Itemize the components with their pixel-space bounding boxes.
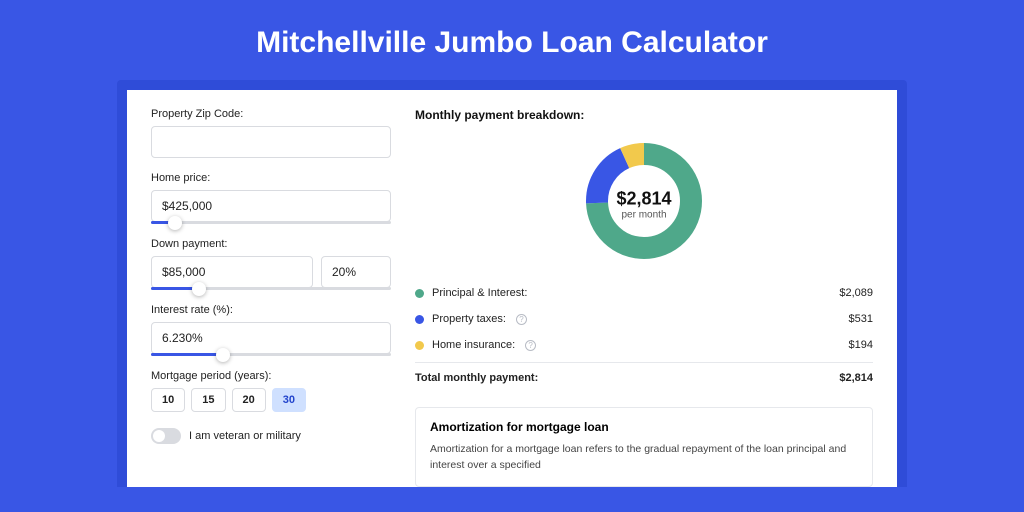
- zip-label: Property Zip Code:: [151, 108, 391, 120]
- total-row: Total monthly payment: $2,814: [415, 362, 873, 391]
- donut-center: $2,814 per month: [616, 188, 671, 220]
- amortization-title: Amortization for mortgage loan: [430, 420, 858, 434]
- interest-slider-fill: [151, 353, 223, 356]
- home-price-input[interactable]: [151, 190, 391, 222]
- veteran-toggle-row: I am veteran or military: [151, 428, 391, 444]
- page-title: Mitchellville Jumbo Loan Calculator: [0, 0, 1024, 80]
- total-label: Total monthly payment:: [415, 372, 538, 384]
- form-column: Property Zip Code: Home price: Down paym…: [151, 108, 391, 487]
- down-payment-slider-thumb[interactable]: [192, 282, 206, 296]
- legend-dot: [415, 315, 424, 324]
- amortization-card: Amortization for mortgage loan Amortizat…: [415, 407, 873, 487]
- donut-sub: per month: [616, 209, 671, 220]
- info-icon[interactable]: ?: [525, 340, 536, 351]
- breakdown-row: Property taxes:? $531: [415, 306, 873, 332]
- amortization-text: Amortization for a mortgage loan refers …: [430, 442, 858, 474]
- breakdown-rows: Principal & Interest: $2,089 Property taxe…: [415, 280, 873, 358]
- breakdown-row: Home insurance:? $194: [415, 332, 873, 358]
- breakdown-value: $194: [849, 339, 873, 351]
- home-price-slider-thumb[interactable]: [168, 216, 182, 230]
- home-price-field-group: Home price:: [151, 172, 391, 224]
- home-price-slider[interactable]: [151, 221, 391, 224]
- period-button-group: 1015 2030: [151, 388, 391, 412]
- period-field-group: Mortgage period (years): 1015 2030: [151, 370, 391, 412]
- total-value: $2,814: [839, 372, 873, 384]
- calculator-card: Property Zip Code: Home price: Down paym…: [127, 90, 897, 487]
- interest-field-group: Interest rate (%):: [151, 304, 391, 356]
- legend-dot: [415, 289, 424, 298]
- breakdown-column: Monthly payment breakdown: $2,814 per mo…: [415, 108, 873, 487]
- period-btn-20[interactable]: 20: [232, 388, 266, 412]
- breakdown-title: Monthly payment breakdown:: [415, 108, 873, 122]
- down-payment-slider[interactable]: [151, 287, 391, 290]
- home-price-label: Home price:: [151, 172, 391, 184]
- period-btn-10[interactable]: 10: [151, 388, 185, 412]
- period-btn-30[interactable]: 30: [272, 388, 306, 412]
- donut-amount: $2,814: [616, 188, 671, 209]
- down-payment-percent-input[interactable]: [321, 256, 391, 288]
- period-btn-15[interactable]: 15: [191, 388, 225, 412]
- breakdown-label: Home insurance:: [432, 339, 515, 351]
- interest-slider-thumb[interactable]: [216, 348, 230, 362]
- interest-input[interactable]: [151, 322, 391, 354]
- donut-chart-wrap: $2,814 per month: [415, 132, 873, 280]
- down-payment-label: Down payment:: [151, 238, 391, 250]
- period-label: Mortgage period (years):: [151, 370, 391, 382]
- breakdown-value: $531: [849, 313, 873, 325]
- veteran-toggle[interactable]: [151, 428, 181, 444]
- interest-label: Interest rate (%):: [151, 304, 391, 316]
- down-payment-field-group: Down payment:: [151, 238, 391, 290]
- veteran-label: I am veteran or military: [189, 430, 301, 442]
- info-icon[interactable]: ?: [516, 314, 527, 325]
- breakdown-label: Property taxes:: [432, 313, 506, 325]
- card-shadow: Property Zip Code: Home price: Down paym…: [117, 80, 907, 487]
- breakdown-row: Principal & Interest: $2,089: [415, 280, 873, 306]
- down-payment-amount-input[interactable]: [151, 256, 313, 288]
- zip-input[interactable]: [151, 126, 391, 158]
- legend-dot: [415, 341, 424, 350]
- breakdown-label: Principal & Interest:: [432, 287, 527, 299]
- breakdown-value: $2,089: [839, 287, 873, 299]
- zip-field-group: Property Zip Code:: [151, 108, 391, 158]
- interest-slider[interactable]: [151, 353, 391, 356]
